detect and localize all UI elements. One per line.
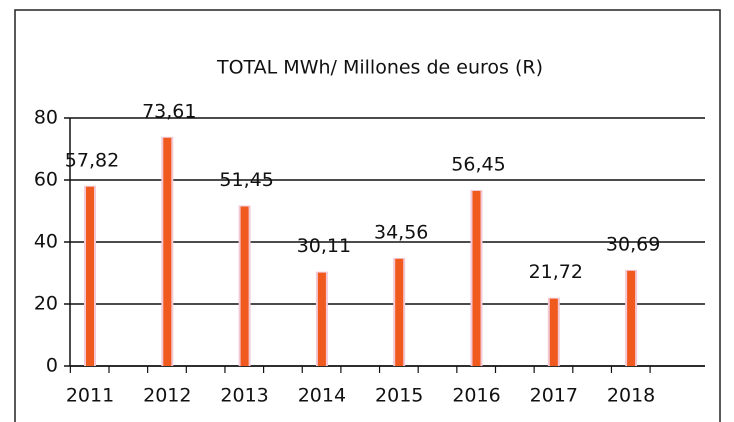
y-tick-label: 40 — [34, 231, 58, 253]
x-tick-label: 2014 — [298, 385, 346, 407]
x-tick-label: 2012 — [143, 385, 191, 407]
chart-title: TOTAL MWh/ Millones de euros (R) — [216, 57, 543, 79]
bar — [163, 137, 172, 366]
x-tick-label: 2011 — [66, 385, 114, 407]
y-tick-label: 60 — [34, 169, 58, 191]
bar — [86, 186, 94, 366]
bar — [395, 258, 404, 366]
value-label: 51,45 — [219, 169, 273, 191]
value-label: 30,11 — [297, 235, 351, 257]
x-tick-label: 2018 — [607, 385, 655, 407]
x-tick-label: 2016 — [452, 385, 500, 407]
bar — [317, 272, 326, 366]
bar — [240, 206, 249, 366]
x-tick-label: 2015 — [375, 385, 423, 407]
value-label: 73,61 — [142, 100, 196, 122]
y-tick-label: 20 — [34, 293, 58, 315]
value-label: 57,82 — [65, 149, 119, 171]
chart-frame — [14, 9, 721, 422]
value-label: 34,56 — [374, 221, 428, 243]
x-tick-label: 2017 — [530, 385, 578, 407]
y-tick-label: 0 — [46, 355, 58, 377]
value-label: 21,72 — [529, 261, 583, 283]
bar — [472, 191, 481, 366]
bar — [549, 298, 558, 366]
bar — [627, 270, 636, 366]
x-tick-label: 2013 — [220, 385, 268, 407]
value-label: 30,69 — [606, 233, 660, 255]
y-tick-label: 80 — [34, 107, 58, 129]
value-label: 56,45 — [451, 154, 505, 176]
